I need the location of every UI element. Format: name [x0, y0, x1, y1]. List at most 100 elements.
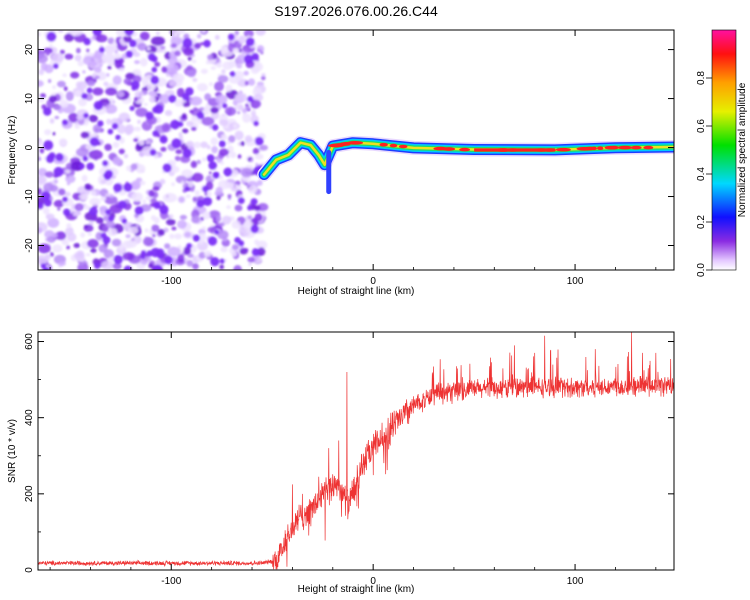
- noise-blob: [185, 142, 190, 147]
- noise-blob: [166, 219, 176, 226]
- noise-blob: [216, 195, 221, 201]
- noise-blob: [147, 53, 156, 61]
- noise-blob: [69, 30, 83, 37]
- noise-blob: [125, 124, 134, 134]
- noise-blob: [92, 87, 104, 96]
- noise-blob: [237, 154, 242, 159]
- noise-blob: [200, 42, 204, 46]
- noise-blob: [177, 254, 185, 263]
- ridge-core: [597, 146, 604, 150]
- noise-blob: [86, 162, 95, 171]
- colorbar-tick-label: 0.4: [696, 167, 707, 181]
- noise-blob: [38, 54, 48, 64]
- noise-blob: [52, 132, 56, 136]
- noise-blob: [57, 80, 66, 88]
- noise-blob: [106, 73, 110, 77]
- noise-blob: [243, 248, 249, 252]
- noise-blob: [248, 185, 258, 194]
- noise-blob: [98, 72, 107, 81]
- noise-blob: [47, 79, 52, 83]
- noise-blob: [232, 47, 240, 54]
- noise-blob: [203, 39, 211, 48]
- colorbar-ticks: 0.0 0.2 0.4 0.6 0.8: [696, 71, 712, 277]
- noise-blob: [166, 73, 170, 77]
- noise-blob: [123, 78, 132, 85]
- noise-blob: [192, 234, 201, 242]
- noise-blob: [175, 149, 183, 155]
- noise-blob: [255, 30, 266, 36]
- noise-blob: [105, 209, 111, 215]
- noise-blob: [54, 115, 60, 120]
- noise-blob: [38, 175, 47, 185]
- ridge-core: [433, 146, 448, 151]
- colorbar-gradient: [711, 29, 737, 271]
- noise-blob: [220, 45, 228, 54]
- noise-blob: [151, 224, 160, 232]
- noise-blob: [233, 70, 245, 80]
- noise-blob: [112, 75, 122, 85]
- noise-blob: [70, 71, 80, 79]
- noise-blob: [244, 54, 254, 64]
- noise-blob: [74, 203, 84, 212]
- noise-blob: [201, 226, 207, 230]
- noise-blob: [218, 140, 226, 148]
- noise-region: [38, 30, 269, 270]
- colorbar: 0.0 0.2 0.4 0.6 0.8 Normalized spectral ampl…: [696, 29, 748, 277]
- noise-blob: [253, 93, 264, 102]
- noise-blob: [175, 175, 187, 184]
- noise-blob: [259, 144, 269, 151]
- noise-blob: [44, 230, 55, 239]
- noise-blob: [104, 44, 117, 54]
- noise-blob: [40, 263, 47, 269]
- noise-blob: [45, 50, 50, 56]
- noise-blob: [98, 46, 105, 53]
- noise-blob: [43, 198, 52, 207]
- noise-blob: [64, 33, 74, 42]
- noise-blob: [218, 148, 230, 157]
- noise-blob: [74, 121, 79, 126]
- noise-blob: [154, 61, 161, 67]
- noise-blob: [125, 50, 133, 58]
- noise-blob: [222, 215, 232, 225]
- noise-blob: [113, 254, 123, 265]
- noise-blob: [100, 196, 107, 201]
- noise-blob: [261, 210, 267, 216]
- noise-blob: [95, 232, 103, 241]
- noise-blob: [74, 90, 82, 97]
- noise-blob: [59, 49, 65, 55]
- noise-blob: [123, 265, 132, 270]
- noise-blob: [135, 107, 148, 118]
- noise-blob: [189, 96, 203, 106]
- noise-blob: [146, 83, 157, 91]
- noise-blob: [118, 148, 125, 155]
- noise-blob: [183, 33, 190, 39]
- noise-blob: [261, 73, 266, 77]
- noise-blob: [194, 42, 202, 49]
- top-plot-frame: [37, 29, 675, 271]
- noise-blob: [38, 80, 44, 87]
- noise-blob: [242, 113, 252, 123]
- noise-blob: [229, 71, 236, 77]
- noise-blob: [159, 135, 168, 144]
- noise-blob: [235, 63, 243, 69]
- noise-blob: [142, 199, 147, 204]
- noise-blob: [38, 255, 48, 265]
- noise-blob: [208, 161, 217, 170]
- noise-blob: [152, 130, 159, 137]
- noise-blob: [232, 123, 238, 129]
- noise-blob: [84, 183, 92, 191]
- bottom-x-tick-label: 0: [370, 576, 376, 587]
- noise-blob: [135, 164, 146, 174]
- noise-blob: [140, 57, 148, 67]
- ridge-core: [617, 145, 633, 150]
- noise-blob: [158, 153, 162, 157]
- noise-blob: [160, 45, 166, 50]
- noise-blob: [66, 182, 71, 186]
- noise-blob: [57, 207, 61, 211]
- noise-blob: [159, 94, 170, 104]
- noise-blob: [201, 116, 215, 126]
- noise-blob: [157, 229, 165, 236]
- noise-blob: [150, 198, 157, 204]
- noise-blob: [202, 211, 211, 220]
- top-y-tick-label: 10: [24, 93, 35, 105]
